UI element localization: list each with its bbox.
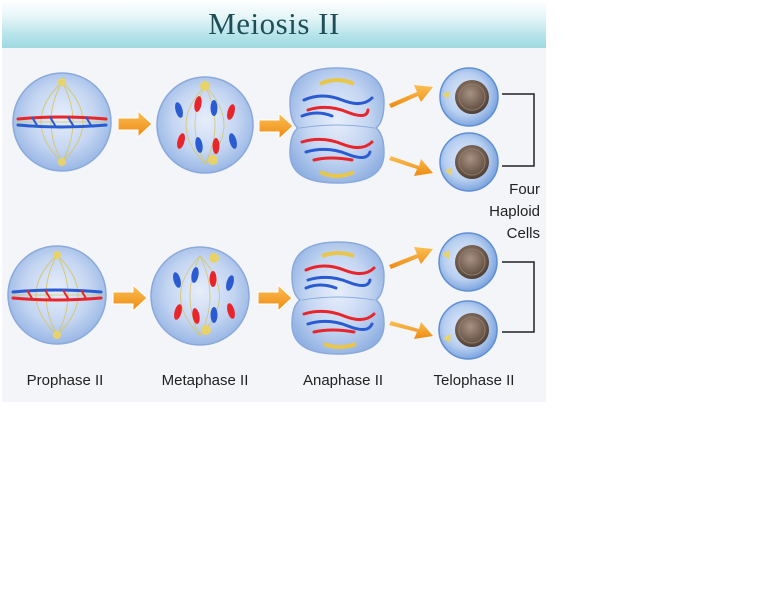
chromosome-pair <box>16 115 108 129</box>
result-label-line: Cells <box>506 225 540 242</box>
daughter-cell <box>439 67 499 127</box>
chromosome-pair <box>11 288 103 302</box>
meiosis-diagram <box>7 67 535 360</box>
metaphase-cell-bottom <box>150 246 250 346</box>
stage-arrow <box>389 321 433 339</box>
daughter-cell <box>438 232 498 292</box>
stage-arrow <box>389 156 433 176</box>
prophase-cell-top <box>12 72 112 172</box>
anaphase-cell-top <box>289 67 385 184</box>
stage-arrow <box>389 247 433 269</box>
chromosomes <box>302 264 376 334</box>
daughter-cell <box>439 132 499 192</box>
stage-label-metaphase: Metaphase II <box>161 372 249 389</box>
stage-label-prophase: Prophase II <box>26 372 104 389</box>
result-label-line: Four <box>509 181 540 198</box>
stage-arrow <box>257 283 293 313</box>
stage-label-telophase: Telophase II <box>433 372 515 389</box>
chromosomes <box>175 96 237 154</box>
result-label-line: Haploid <box>489 203 540 220</box>
stage-arrow <box>117 109 153 139</box>
chromosomes <box>300 94 374 162</box>
figure-title: Meiosis II <box>208 6 340 41</box>
stage-arrow <box>258 111 294 141</box>
meiosis-figure: Meiosis II <box>2 0 546 402</box>
metaphase-cell-top <box>156 76 254 174</box>
chromosomes <box>173 267 235 324</box>
title-bar: Meiosis II <box>2 0 546 48</box>
bracket-bottom <box>502 261 535 333</box>
stage-arrow <box>389 85 433 108</box>
prophase-cell-bottom <box>7 245 107 345</box>
daughter-cell <box>438 300 498 360</box>
stage-label-anaphase: Anaphase II <box>302 372 384 389</box>
anaphase-cell-bottom <box>291 241 385 355</box>
result-label: Four Haploid Cells <box>480 179 540 245</box>
stage-arrow <box>112 283 148 313</box>
bracket-top <box>502 93 535 167</box>
